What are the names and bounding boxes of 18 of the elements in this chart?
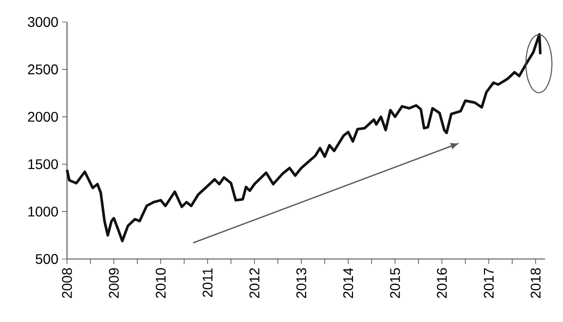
x-tick-label: 2010 <box>156 268 166 298</box>
y-tick-label: 1000 <box>28 206 58 217</box>
line-series <box>66 33 542 242</box>
x-tick-label: 2012 <box>249 268 260 298</box>
x-tick-label: 2011 <box>202 268 213 297</box>
y-tick-label: 1500 <box>28 159 58 170</box>
x-tick-label: 2008 <box>62 268 72 298</box>
x-tick-label: 2015 <box>390 268 400 298</box>
y-tick-label: 500 <box>36 254 58 264</box>
x-tick-label: 2017 <box>484 268 494 298</box>
x-tick-label: 2013 <box>296 268 306 298</box>
x-tick-label: 2018 <box>530 268 541 298</box>
x-tick-label: 2016 <box>436 268 447 298</box>
x-tick-label: 2009 <box>108 268 119 298</box>
x-tick-label: 2014 <box>343 268 354 298</box>
y-tick-label: 2000 <box>28 112 58 122</box>
y-tick-label: 2500 <box>28 64 58 74</box>
y-tick-label: 3000 <box>28 17 58 27</box>
